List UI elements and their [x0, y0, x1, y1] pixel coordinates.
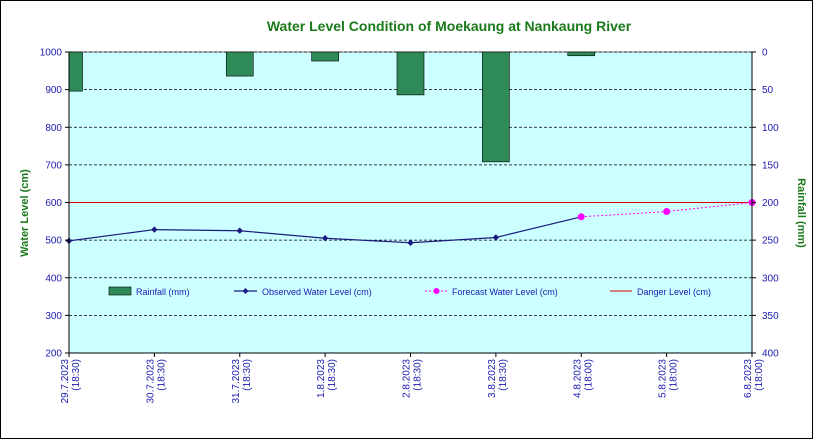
y-left-label: Water Level (cm)	[19, 169, 31, 257]
y-right-label: Rainfall (mm)	[795, 178, 807, 248]
x-tick-label-time: (18:30)	[71, 359, 82, 391]
rainfall-bar	[482, 51, 510, 163]
observed-point	[151, 226, 158, 233]
y-left-tick-label: 300	[45, 311, 62, 322]
y-left-tick-label: 1000	[40, 48, 63, 59]
legend-forecast-marker	[433, 288, 440, 294]
x-tick-label-time: (18:30)	[327, 359, 338, 391]
rainfall-bar	[396, 51, 425, 96]
rainfall-bars	[68, 51, 596, 163]
x-tick-label-time: (18:30)	[498, 359, 509, 391]
x-tick-label-time: (18:30)	[156, 359, 167, 391]
x-tick-label-date: 5.8.2023	[658, 359, 669, 398]
legend-observed-label: Observed Water Level (cm)	[262, 287, 372, 297]
y-right-tick-label: 200	[762, 198, 779, 209]
y-left-tick-label: 800	[45, 123, 62, 134]
y-left-axis: 200 300 400 500 600 700 800 900 1000	[40, 48, 70, 360]
legend: Rainfall (mm) Observed Water Level (cm) …	[108, 286, 711, 297]
rainfall-bar	[68, 51, 83, 92]
x-tick-label-date: 30.7.2023	[145, 359, 156, 404]
legend-rainfall-swatch	[108, 286, 132, 296]
y-right-tick-label: 300	[762, 273, 779, 284]
x-tick-label-date: 2.8.2023	[402, 359, 413, 398]
y-right-axis: 0 50 100 150 200 250 300 350 400	[751, 48, 779, 360]
x-tick-label-time: (18:30)	[242, 359, 253, 391]
rainfall-bar	[225, 51, 254, 77]
rainfall-bar	[311, 51, 339, 62]
x-tick-label-date: 31.7.2023	[231, 359, 242, 404]
legend-danger-label: Danger Level (cm)	[637, 287, 711, 297]
legend-observed-marker	[242, 288, 249, 294]
y-left-tick-label: 400	[45, 273, 62, 284]
observed-point	[321, 235, 329, 242]
y-left-tick-label: 700	[45, 160, 62, 171]
series-lines	[65, 199, 756, 246]
legend-forecast-label: Forecast Water Level (cm)	[452, 287, 558, 297]
forecast-point	[577, 213, 585, 221]
y-left-tick-label: 600	[45, 198, 62, 209]
y-right-tick-label: 100	[762, 123, 779, 134]
legend-rainfall-label: Rainfall (mm)	[136, 287, 190, 297]
observed-point	[492, 234, 500, 241]
x-tick-label-time: (18:30)	[413, 359, 424, 391]
x-tick-label-time: (18:00)	[583, 359, 594, 391]
forecast-point	[663, 208, 671, 216]
y-right-tick-label: 50	[762, 85, 774, 96]
observed-point	[236, 227, 243, 234]
rainfall-bar	[567, 51, 596, 57]
y-right-tick-label: 400	[762, 349, 779, 360]
x-tick-label-date: 3.8.2023	[487, 359, 498, 398]
y-right-tick-label: 350	[762, 311, 779, 322]
y-right-tick-label: 150	[762, 160, 779, 171]
y-right-tick-label: 0	[762, 48, 768, 59]
observed-point	[407, 239, 414, 246]
y-left-tick-label: 500	[45, 236, 62, 247]
x-tick-label-date: 6.8.2023	[743, 359, 754, 398]
x-tick-label-date: 4.8.2023	[572, 359, 583, 398]
chart-title: Water Level Condition of Moekaung at Nan…	[267, 18, 632, 34]
y-right-tick-label: 250	[762, 236, 779, 247]
y-left-tick-label: 200	[45, 349, 62, 360]
x-tick-label-date: 1.8.2023	[316, 359, 327, 398]
x-tick-label-time: (18:00)	[754, 359, 765, 391]
x-tick-label-date: 29.7.2023	[60, 359, 71, 404]
x-tick-label-time: (18:00)	[669, 359, 680, 391]
x-axis: 29.7.2023 (18:30) 30.7.2023 (18:30) 31.7.202…	[60, 352, 765, 404]
y-left-tick-label: 900	[45, 85, 62, 96]
